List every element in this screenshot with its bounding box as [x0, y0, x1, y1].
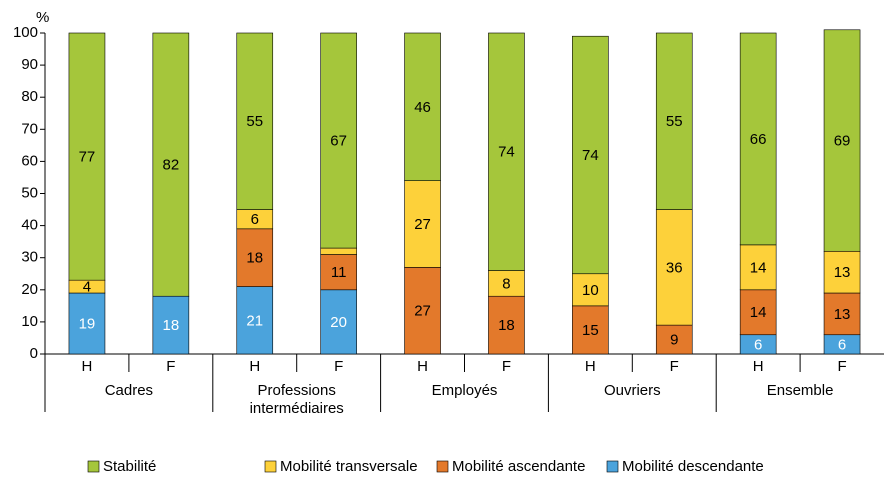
bar-segment [488, 270, 525, 297]
bar-segment [68, 292, 106, 355]
value-label: 6 [754, 336, 762, 353]
value-label: 9 [670, 332, 678, 349]
legend-swatch [264, 460, 277, 473]
value-label: 4 [83, 279, 91, 296]
bar-segment [152, 295, 190, 355]
bar-segment [739, 244, 777, 291]
y-tick-label: 10 [21, 313, 38, 330]
x-tick-label: H [753, 358, 764, 375]
x-tick-label: F [502, 358, 511, 375]
bar-segment [572, 35, 609, 275]
bar-segment [823, 250, 861, 294]
bar-segment [739, 289, 777, 336]
legend-label: Mobilité ascendante [452, 458, 585, 475]
y-tick-label: 20 [21, 281, 38, 298]
value-label: 18 [163, 317, 180, 334]
bar-segment [236, 32, 274, 210]
x-tick-label: H [585, 358, 596, 375]
bar-segment [823, 29, 861, 252]
bar-segment [320, 32, 357, 249]
value-label: 15 [582, 322, 599, 339]
legend-label: Mobilité transversale [280, 458, 418, 475]
x-tick-label: H [249, 358, 260, 375]
value-label: 46 [414, 99, 431, 116]
bar-segment [404, 32, 441, 181]
bar-segment [404, 180, 441, 268]
group-label: Cadres [104, 382, 154, 399]
value-label: 74 [498, 144, 515, 161]
value-label: 55 [666, 113, 683, 130]
x-tick-label: H [417, 358, 428, 375]
value-label: 11 [331, 264, 347, 281]
value-label: 82 [163, 157, 180, 174]
y-tick-label: 40 [21, 217, 38, 234]
group-label: Ouvriers [603, 382, 661, 399]
bar-segment [320, 254, 357, 291]
value-label: 18 [246, 250, 263, 267]
x-tick-label: F [837, 358, 846, 375]
value-label: 67 [330, 133, 347, 150]
x-tick-label: F [670, 358, 679, 375]
value-label: 6 [251, 211, 259, 228]
value-label: 14 [750, 304, 767, 321]
bar-segment [152, 32, 190, 297]
value-label: 27 [414, 216, 431, 233]
value-label: 13 [834, 306, 851, 323]
value-label: 19 [79, 315, 96, 332]
value-label: 20 [330, 314, 347, 331]
legend-swatch [436, 460, 449, 473]
x-tick-label: H [82, 358, 93, 375]
value-label: 36 [666, 259, 683, 276]
bar-segment [236, 228, 274, 287]
value-label: 21 [246, 312, 263, 329]
bar-segment [655, 324, 693, 355]
bar-segment [488, 295, 525, 355]
legend-label: Stabilité [103, 458, 156, 475]
y-tick-label: 70 [21, 120, 38, 137]
bar-segment [655, 32, 693, 210]
bar-segment [572, 273, 609, 307]
y-tick-label: 0 [30, 345, 38, 362]
value-label: 10 [582, 282, 599, 299]
value-label: 55 [246, 113, 263, 130]
value-label: 66 [750, 131, 767, 148]
legend-swatch [87, 460, 100, 473]
y-unit: % [36, 9, 49, 26]
x-tick-label: F [166, 358, 175, 375]
y-tick-label: 100 [13, 24, 38, 41]
bar-segment [68, 32, 106, 281]
bar-segment [488, 32, 525, 271]
y-tick-label: 50 [21, 184, 38, 201]
bar-segment [236, 286, 274, 355]
value-label: 13 [834, 264, 851, 281]
bar-segment [739, 32, 777, 246]
value-label: 77 [79, 149, 96, 166]
y-tick-label: 60 [21, 152, 38, 169]
value-label: 74 [582, 147, 599, 164]
bar-segment [320, 289, 357, 355]
bar-segment [320, 247, 357, 255]
value-label: 6 [838, 336, 846, 353]
x-tick-label: F [334, 358, 343, 375]
group-label: Professions intermédiaires [249, 382, 344, 417]
group-label: Ensemble [766, 382, 834, 399]
y-tick-label: 80 [21, 88, 38, 105]
group-label: Employés [431, 382, 498, 399]
value-label: 27 [414, 303, 431, 320]
bar-segment [572, 305, 609, 355]
legend-label: Mobilité descendante [622, 458, 764, 475]
value-label: 18 [498, 317, 515, 334]
value-label: 14 [750, 259, 767, 276]
legend-swatch [606, 460, 619, 473]
value-label: 69 [834, 133, 851, 150]
bar-segment [655, 209, 693, 326]
y-tick-label: 30 [21, 249, 38, 266]
value-label: 8 [502, 275, 510, 292]
y-tick-label: 90 [21, 56, 38, 73]
